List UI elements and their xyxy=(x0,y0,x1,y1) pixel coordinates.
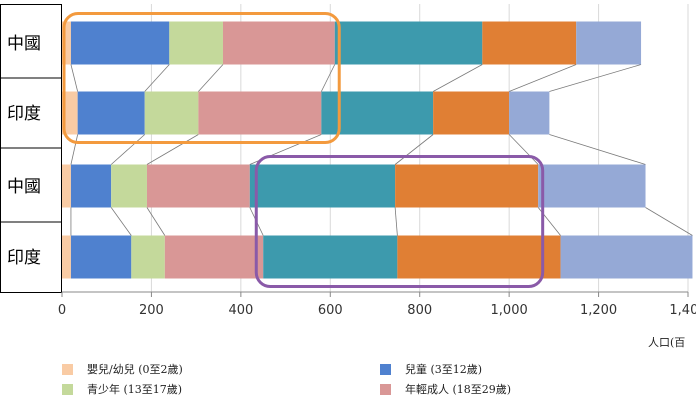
connector-line xyxy=(70,134,79,165)
bar-segment xyxy=(482,21,577,65)
connector-line xyxy=(146,207,166,236)
legend-swatch xyxy=(62,363,73,375)
legend-label: 年輕成人 (18至29歲) xyxy=(405,383,512,396)
bar-segment xyxy=(62,91,78,135)
bar-segment xyxy=(62,21,71,65)
category-label: 印度 xyxy=(7,104,41,124)
legend: 嬰兒/幼兒 (0至2歲) 兒童 (3至12歲) 青少年 (13至17歲) 年輕成… xyxy=(0,355,696,400)
bar-segment xyxy=(198,91,322,135)
bar-segment xyxy=(70,21,170,65)
legend-swatch xyxy=(62,383,73,395)
category-label: 中國 xyxy=(7,34,41,54)
legend-item-infant: 嬰兒/幼兒 (0至2歲) xyxy=(62,361,183,377)
category-label: 印度 xyxy=(7,248,41,268)
x-tick-label: 1,200 xyxy=(580,303,617,318)
annotation-box xyxy=(254,155,545,288)
x-tick-label: 1,400 xyxy=(669,303,696,318)
connector-line xyxy=(432,64,483,92)
bar-segment xyxy=(77,91,145,135)
connector-line xyxy=(549,134,646,165)
connector-line xyxy=(320,64,336,92)
bar-segment xyxy=(249,164,396,208)
connector-line xyxy=(549,64,642,92)
bar-segment xyxy=(538,164,646,208)
bar-segment xyxy=(62,235,71,279)
bar-segment xyxy=(397,235,561,279)
legend-item-teen: 青少年 (13至17歲) xyxy=(62,381,182,397)
bar-segment xyxy=(222,21,335,65)
legend-swatch xyxy=(380,363,391,375)
connector-lines xyxy=(70,64,693,236)
x-tick-label: 200 xyxy=(139,303,164,318)
connector-line xyxy=(394,134,434,165)
legend-item-young-adult: 年輕成人 (18至29歲) xyxy=(380,381,511,397)
connector-line xyxy=(110,134,145,165)
bar-segment xyxy=(560,235,693,279)
category-label: 中國 xyxy=(7,177,41,197)
x-tick-label: 800 xyxy=(407,303,432,318)
x-tick-label: 600 xyxy=(318,303,343,318)
x-axis-label: 人口(百 xyxy=(648,336,685,349)
annotation-box xyxy=(62,12,341,144)
connector-line xyxy=(70,64,79,92)
legend-label: 青少年 (13至17歲) xyxy=(87,383,183,396)
bars xyxy=(62,21,693,279)
x-tick-label: 0 xyxy=(58,303,66,318)
annotation-boxes xyxy=(62,12,545,288)
connector-line xyxy=(198,64,224,92)
bar-segment xyxy=(70,235,132,279)
legend-label: 嬰兒/幼兒 (0至2歲) xyxy=(87,363,183,376)
bar-segment xyxy=(433,91,510,135)
bar-segment xyxy=(334,21,483,65)
bar-segment xyxy=(62,164,71,208)
connector-line xyxy=(146,134,199,165)
connector-line xyxy=(144,64,170,92)
bar-segment xyxy=(509,91,550,135)
connector-line xyxy=(645,207,693,236)
x-tick-label: 400 xyxy=(228,303,253,318)
bar-segment xyxy=(144,91,199,135)
bar-segment xyxy=(146,164,250,208)
legend-item-child: 兒童 (3至12歲) xyxy=(380,361,482,377)
x-axis: 0 200 400 600 800 1,000 1,200 1,400 xyxy=(58,291,696,318)
bar-segment xyxy=(131,235,165,279)
connector-line xyxy=(508,64,577,92)
bar-segment xyxy=(164,235,264,279)
legend-label: 兒童 (3至12歲) xyxy=(405,363,483,376)
connector-line xyxy=(110,207,132,236)
x-tick-label: 1,000 xyxy=(491,303,528,318)
bar-segment xyxy=(169,21,223,65)
connector-line xyxy=(394,207,398,236)
connector-line xyxy=(508,134,539,165)
bar-segment xyxy=(263,235,398,279)
bar-segment xyxy=(576,21,642,65)
bar-segment xyxy=(395,164,539,208)
bar-segment xyxy=(70,164,112,208)
legend-swatch xyxy=(380,383,391,395)
bar-segment xyxy=(111,164,147,208)
